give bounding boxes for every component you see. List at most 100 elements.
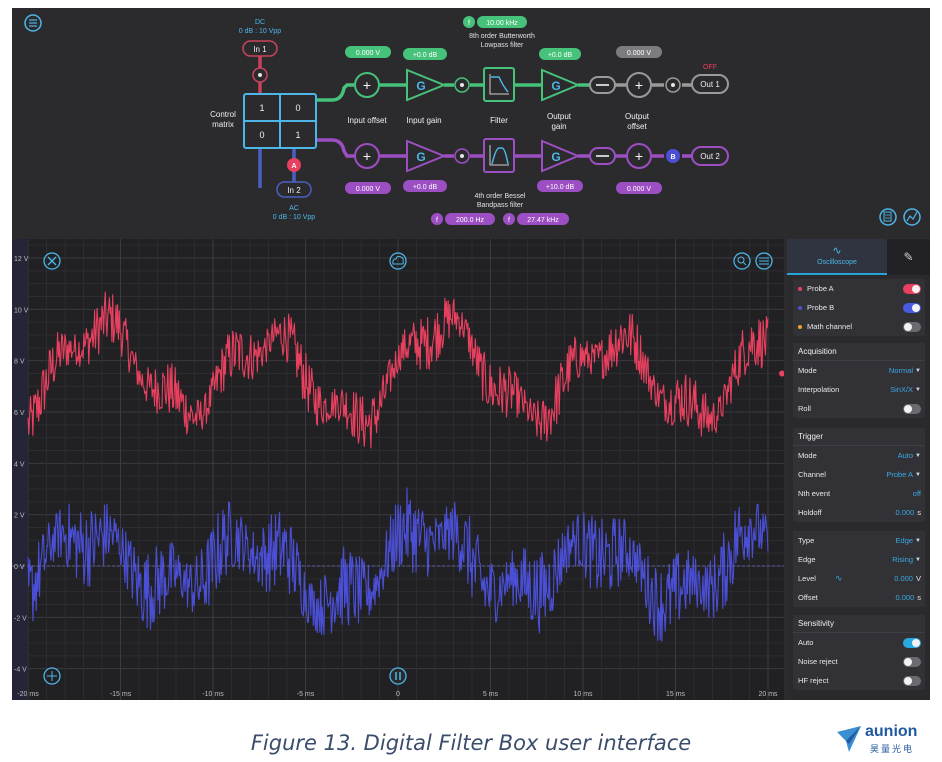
interpolation-row[interactable]: Interpolation SinX/X ▼ xyxy=(798,385,921,394)
level-row[interactable]: Level ∿ 0.000 V xyxy=(798,573,921,583)
in2-button[interactable] xyxy=(276,181,312,198)
channel-row-probe-b: Probe B xyxy=(793,298,925,317)
roll-toggle[interactable] xyxy=(903,403,921,414)
edge-row[interactable]: Edge Rising ▼ xyxy=(798,555,921,564)
bottom-filter-f1[interactable] xyxy=(445,213,495,225)
bottom-output-gain-value[interactable] xyxy=(537,180,583,192)
bottom-output-offset-plus-icon[interactable] xyxy=(626,143,652,169)
nth-event-value[interactable]: off xyxy=(912,489,921,498)
y-tick-label: 0 V xyxy=(14,564,25,571)
tab-oscilloscope[interactable]: ∿ Oscilloscope xyxy=(787,239,887,275)
matrix-cell[interactable]: 0 xyxy=(295,103,300,113)
probe-a-marker[interactable] xyxy=(287,158,301,172)
settings-icon[interactable] xyxy=(755,252,773,270)
edge-type-row[interactable]: Type Edge ▼ xyxy=(798,536,921,545)
top-output-offset-plus-icon[interactable] xyxy=(626,72,652,98)
zoom-icon[interactable] xyxy=(733,252,751,270)
top-input-offset-value[interactable] xyxy=(345,46,391,58)
out2-button[interactable] xyxy=(691,146,729,166)
offset-value[interactable]: 0.000 xyxy=(895,593,915,602)
output-offset-label: Output xyxy=(625,112,650,121)
bottom-input-gain-triangle-icon[interactable] xyxy=(406,139,447,173)
bottom-input-offset-value[interactable] xyxy=(345,182,391,194)
top-input-gain-value[interactable] xyxy=(403,48,447,60)
svg-text:27.47 kHz: 27.47 kHz xyxy=(527,217,559,224)
trigger-channel-select[interactable]: Probe A xyxy=(886,470,914,479)
edge-group: Type Edge ▼ Edge Rising ▼ Level ∿ 0.000 V … xyxy=(793,531,925,607)
probe-b-marker[interactable] xyxy=(666,149,680,163)
close-icon[interactable] xyxy=(43,252,61,270)
top-filter-frequency[interactable] xyxy=(477,16,527,28)
level-value[interactable]: 0.000 xyxy=(894,574,913,583)
lowpass-filter-block[interactable] xyxy=(483,67,515,102)
in1-button[interactable] xyxy=(242,40,278,57)
trigger-mode-select[interactable]: Auto xyxy=(897,451,914,460)
dc-range: 0 dB : 10 Vpp xyxy=(239,28,282,35)
bottom-output-offset-value[interactable] xyxy=(616,182,662,194)
trigger-mode-row[interactable]: Mode Auto ▼ xyxy=(798,451,921,460)
noise-reject-toggle[interactable] xyxy=(903,656,921,667)
top-output-offset-value[interactable] xyxy=(616,46,662,58)
pause-icon[interactable] xyxy=(389,667,407,685)
acquisition-title: Acquisition xyxy=(793,343,925,361)
matrix-cell[interactable]: 1 xyxy=(295,130,300,140)
acq-mode-select[interactable]: Normal xyxy=(888,366,914,375)
export-icon[interactable] xyxy=(879,208,897,226)
y-tick-label: 12 V xyxy=(14,256,29,263)
control-matrix[interactable] xyxy=(243,93,317,149)
hf-reject-toggle[interactable] xyxy=(903,675,921,686)
cloud-icon[interactable] xyxy=(389,252,407,270)
math-channel-toggle[interactable] xyxy=(903,321,921,332)
matrix-cell[interactable]: 1 xyxy=(259,103,264,113)
svg-text:f: f xyxy=(508,217,510,224)
offset-row[interactable]: Offset 0.000 s xyxy=(798,593,921,602)
interpolation-select[interactable]: SinX/X xyxy=(890,385,914,394)
settings-panel: ∿ Oscilloscope ✎ Probe A Probe B Math ch… xyxy=(787,239,930,700)
bottom-filter-f2[interactable] xyxy=(517,213,569,225)
edge-type-select[interactable]: Edge xyxy=(895,536,914,545)
svg-text:+0.0 dB: +0.0 dB xyxy=(413,52,438,59)
edge-select[interactable]: Rising xyxy=(892,555,914,564)
auto-toggle[interactable] xyxy=(903,637,921,648)
holdoff-row[interactable]: Holdoff 0.000 s xyxy=(798,508,921,517)
out1-off-label: OFF xyxy=(703,64,717,71)
acq-mode-row[interactable]: Mode Normal ▼ xyxy=(798,366,921,375)
chart-icon[interactable] xyxy=(903,208,921,226)
control-matrix-label-1: Control xyxy=(210,110,236,119)
x-tick-label: -20 ms xyxy=(17,691,39,698)
top-output-gain-triangle-icon[interactable] xyxy=(541,68,581,102)
tab-pencil[interactable]: ✎ xyxy=(887,239,930,275)
pencil-icon: ✎ xyxy=(903,250,914,264)
top-input-offset-plus-icon[interactable] xyxy=(354,72,380,98)
trigger-title: Trigger xyxy=(793,428,925,446)
top-output-gain-value[interactable] xyxy=(539,48,581,60)
trigger-channel-row[interactable]: Channel Probe A ▼ xyxy=(798,470,921,479)
sensitivity-group: Sensitivity Auto Noise reject HF reject xyxy=(793,615,925,690)
series-probe-b xyxy=(27,487,769,643)
svg-text:+: + xyxy=(363,77,371,93)
svg-text:B: B xyxy=(670,154,675,161)
bottom-input-gain-value[interactable] xyxy=(403,180,447,192)
y-tick-label: 6 V xyxy=(14,410,25,417)
svg-text:Out 2: Out 2 xyxy=(700,152,720,161)
holdoff-value[interactable]: 0.000 xyxy=(895,508,915,517)
nth-event-row[interactable]: Nth event off xyxy=(798,489,921,498)
bandpass-filter-block[interactable] xyxy=(483,138,515,173)
probe-a-toggle[interactable] xyxy=(903,283,921,294)
probe-b-toggle[interactable] xyxy=(903,302,921,313)
offset-unit: s xyxy=(917,593,921,602)
crosshair-icon[interactable] xyxy=(43,667,61,685)
top-input-gain-triangle-icon[interactable] xyxy=(406,68,447,102)
level-unit: V xyxy=(915,574,921,583)
sensitivity-title: Sensitivity xyxy=(793,615,925,633)
caret-down-icon: ▼ xyxy=(915,452,921,459)
bottom-output-gain-triangle-icon[interactable] xyxy=(541,139,581,173)
matrix-cell[interactable]: 0 xyxy=(259,130,264,140)
menu-icon[interactable] xyxy=(24,14,42,32)
bottom-input-offset-plus-icon[interactable] xyxy=(354,143,380,169)
out1-button[interactable] xyxy=(691,74,729,94)
logo-word: aunion xyxy=(865,723,918,740)
probe-a-offset-marker[interactable] xyxy=(779,370,784,377)
oscilloscope-plot[interactable]: 12 V 10 V 8 V 6 V 4 V 2 V 0 V -2 V -4 V -20 ms -15… xyxy=(12,239,784,700)
svg-text:0.000 V: 0.000 V xyxy=(627,50,651,57)
